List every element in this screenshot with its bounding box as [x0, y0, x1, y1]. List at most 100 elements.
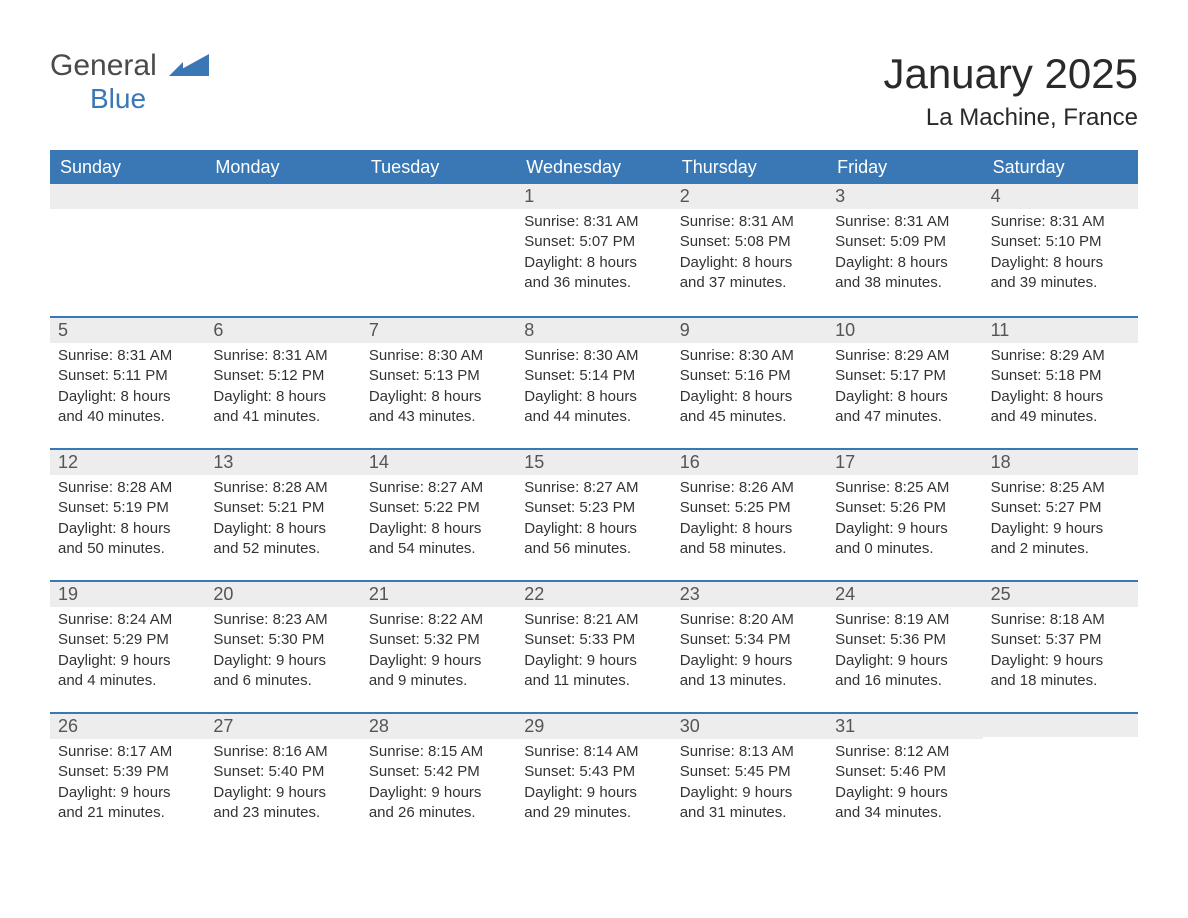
calendar-cell [361, 184, 516, 316]
daylight-text: Daylight: 8 hours [680, 253, 819, 273]
calendar-cell: 4Sunrise: 8:31 AMSunset: 5:10 PMDaylight… [983, 184, 1138, 316]
sunrise-text: Sunrise: 8:29 AM [835, 346, 974, 366]
sunrise-text: Sunrise: 8:16 AM [213, 742, 352, 762]
daylight-text-2: and 2 minutes. [991, 539, 1130, 559]
sunset-text: Sunset: 5:32 PM [369, 630, 508, 650]
daylight-text-2: and 9 minutes. [369, 671, 508, 691]
brand-logo: General Blue [50, 50, 209, 114]
calendar-cell: 23Sunrise: 8:20 AMSunset: 5:34 PMDayligh… [672, 580, 827, 712]
sunset-text: Sunset: 5:40 PM [213, 762, 352, 782]
daylight-text-2: and 0 minutes. [835, 539, 974, 559]
date-number: 11 [983, 316, 1138, 343]
daylight-text-2: and 47 minutes. [835, 407, 974, 427]
date-number: 22 [516, 580, 671, 607]
brand-line1: General [50, 49, 157, 82]
date-number: 10 [827, 316, 982, 343]
sunset-text: Sunset: 5:34 PM [680, 630, 819, 650]
calendar-cell [983, 712, 1138, 844]
day-details: Sunrise: 8:12 AMSunset: 5:46 PMDaylight:… [827, 739, 982, 833]
weekday-header: Saturday [983, 151, 1138, 184]
day-details: Sunrise: 8:26 AMSunset: 5:25 PMDaylight:… [672, 475, 827, 569]
sunset-text: Sunset: 5:33 PM [524, 630, 663, 650]
daylight-text-2: and 26 minutes. [369, 803, 508, 823]
day-details: Sunrise: 8:30 AMSunset: 5:13 PMDaylight:… [361, 343, 516, 437]
daylight-text-2: and 11 minutes. [524, 671, 663, 691]
sunset-text: Sunset: 5:21 PM [213, 498, 352, 518]
sunrise-text: Sunrise: 8:22 AM [369, 610, 508, 630]
sunrise-text: Sunrise: 8:31 AM [213, 346, 352, 366]
daylight-text-2: and 50 minutes. [58, 539, 197, 559]
day-details [361, 209, 516, 222]
daylight-text: Daylight: 9 hours [835, 519, 974, 539]
date-number: 2 [672, 184, 827, 209]
calendar-cell: 31Sunrise: 8:12 AMSunset: 5:46 PMDayligh… [827, 712, 982, 844]
date-number: 5 [50, 316, 205, 343]
sunset-text: Sunset: 5:29 PM [58, 630, 197, 650]
sunset-text: Sunset: 5:18 PM [991, 366, 1130, 386]
sunrise-text: Sunrise: 8:30 AM [524, 346, 663, 366]
sunrise-text: Sunrise: 8:24 AM [58, 610, 197, 630]
daylight-text-2: and 58 minutes. [680, 539, 819, 559]
day-details: Sunrise: 8:30 AMSunset: 5:16 PMDaylight:… [672, 343, 827, 437]
day-details: Sunrise: 8:17 AMSunset: 5:39 PMDaylight:… [50, 739, 205, 833]
daylight-text: Daylight: 8 hours [991, 387, 1130, 407]
sunrise-text: Sunrise: 8:27 AM [524, 478, 663, 498]
brand-line2: Blue [90, 83, 146, 114]
location-subtitle: La Machine, France [883, 104, 1138, 132]
sunrise-text: Sunrise: 8:31 AM [680, 212, 819, 232]
calendar-cell: 14Sunrise: 8:27 AMSunset: 5:22 PMDayligh… [361, 448, 516, 580]
daylight-text-2: and 13 minutes. [680, 671, 819, 691]
sunset-text: Sunset: 5:26 PM [835, 498, 974, 518]
date-number: 8 [516, 316, 671, 343]
sunrise-text: Sunrise: 8:15 AM [369, 742, 508, 762]
sunset-text: Sunset: 5:17 PM [835, 366, 974, 386]
calendar-cell: 25Sunrise: 8:18 AMSunset: 5:37 PMDayligh… [983, 580, 1138, 712]
daylight-text-2: and 38 minutes. [835, 273, 974, 293]
calendar-cell: 19Sunrise: 8:24 AMSunset: 5:29 PMDayligh… [50, 580, 205, 712]
daylight-text-2: and 56 minutes. [524, 539, 663, 559]
day-details: Sunrise: 8:27 AMSunset: 5:23 PMDaylight:… [516, 475, 671, 569]
calendar-cell: 6Sunrise: 8:31 AMSunset: 5:12 PMDaylight… [205, 316, 360, 448]
day-details: Sunrise: 8:28 AMSunset: 5:19 PMDaylight:… [50, 475, 205, 569]
day-details: Sunrise: 8:28 AMSunset: 5:21 PMDaylight:… [205, 475, 360, 569]
sunrise-text: Sunrise: 8:17 AM [58, 742, 197, 762]
daylight-text: Daylight: 8 hours [991, 253, 1130, 273]
day-details: Sunrise: 8:25 AMSunset: 5:27 PMDaylight:… [983, 475, 1138, 569]
sunrise-text: Sunrise: 8:31 AM [58, 346, 197, 366]
sunset-text: Sunset: 5:37 PM [991, 630, 1130, 650]
day-details: Sunrise: 8:31 AMSunset: 5:09 PMDaylight:… [827, 209, 982, 303]
sunrise-text: Sunrise: 8:13 AM [680, 742, 819, 762]
calendar-cell [205, 184, 360, 316]
sunrise-text: Sunrise: 8:25 AM [835, 478, 974, 498]
sunset-text: Sunset: 5:13 PM [369, 366, 508, 386]
daylight-text-2: and 37 minutes. [680, 273, 819, 293]
calendar-cell: 13Sunrise: 8:28 AMSunset: 5:21 PMDayligh… [205, 448, 360, 580]
daylight-text-2: and 49 minutes. [991, 407, 1130, 427]
sunrise-text: Sunrise: 8:21 AM [524, 610, 663, 630]
sunset-text: Sunset: 5:12 PM [213, 366, 352, 386]
sunrise-text: Sunrise: 8:27 AM [369, 478, 508, 498]
sunrise-text: Sunrise: 8:18 AM [991, 610, 1130, 630]
day-details: Sunrise: 8:23 AMSunset: 5:30 PMDaylight:… [205, 607, 360, 701]
sunrise-text: Sunrise: 8:29 AM [991, 346, 1130, 366]
day-details: Sunrise: 8:14 AMSunset: 5:43 PMDaylight:… [516, 739, 671, 833]
sunrise-text: Sunrise: 8:30 AM [369, 346, 508, 366]
daylight-text-2: and 36 minutes. [524, 273, 663, 293]
day-details [205, 209, 360, 222]
date-number [983, 712, 1138, 737]
date-number [361, 184, 516, 209]
sunset-text: Sunset: 5:36 PM [835, 630, 974, 650]
calendar-cell: 30Sunrise: 8:13 AMSunset: 5:45 PMDayligh… [672, 712, 827, 844]
date-number: 28 [361, 712, 516, 739]
sunset-text: Sunset: 5:43 PM [524, 762, 663, 782]
date-number: 16 [672, 448, 827, 475]
weekday-header: Friday [827, 151, 982, 184]
calendar-grid: SundayMondayTuesdayWednesdayThursdayFrid… [50, 150, 1138, 844]
date-number: 4 [983, 184, 1138, 209]
sunset-text: Sunset: 5:30 PM [213, 630, 352, 650]
daylight-text: Daylight: 8 hours [213, 519, 352, 539]
calendar-cell: 22Sunrise: 8:21 AMSunset: 5:33 PMDayligh… [516, 580, 671, 712]
calendar-cell: 3Sunrise: 8:31 AMSunset: 5:09 PMDaylight… [827, 184, 982, 316]
day-details: Sunrise: 8:16 AMSunset: 5:40 PMDaylight:… [205, 739, 360, 833]
sunset-text: Sunset: 5:09 PM [835, 232, 974, 252]
